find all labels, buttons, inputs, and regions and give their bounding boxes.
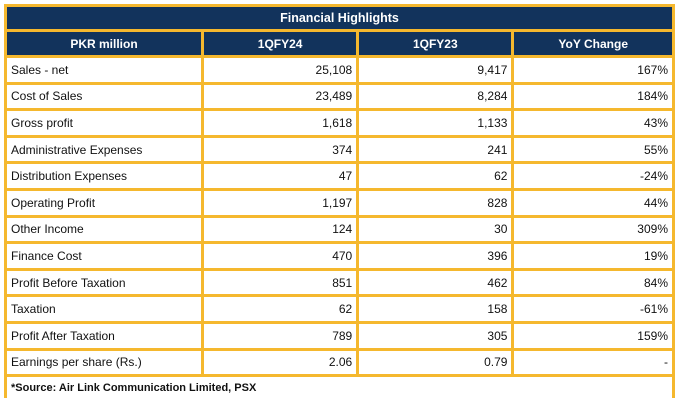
row-label: Profit After Taxation — [7, 323, 202, 348]
value-1qfy24: 374 — [204, 137, 357, 162]
table-row: Profit After Taxation 789 305 159% — [7, 323, 672, 348]
value-yoy-change: 43% — [514, 111, 672, 135]
table-row: Sales - net 25,108 9,417 167% — [7, 58, 672, 82]
row-label: Distribution Expenses — [7, 164, 202, 188]
value-1qfy23: 9,417 — [359, 58, 512, 82]
table-row: Taxation 62 158 -61% — [7, 297, 672, 321]
value-yoy-change: 184% — [514, 84, 672, 109]
financial-highlights-panel: Financial Highlights PKR million 1QFY24 … — [4, 4, 675, 401]
table-title: Financial Highlights — [7, 7, 672, 29]
row-label: Cost of Sales — [7, 84, 202, 109]
value-1qfy24: 23,489 — [204, 84, 357, 109]
value-1qfy23: 462 — [359, 270, 512, 295]
row-label: Finance Cost — [7, 244, 202, 268]
column-header-yoy-change: YoY Change — [514, 32, 672, 55]
value-1qfy23: 62 — [359, 164, 512, 188]
value-1qfy24: 124 — [204, 217, 357, 242]
value-yoy-change: - — [514, 350, 672, 375]
source-note: *Source: Air Link Communication Limited,… — [7, 377, 672, 399]
value-yoy-change: 167% — [514, 58, 672, 82]
value-1qfy24: 851 — [204, 270, 357, 295]
row-label: Other Income — [7, 217, 202, 242]
value-yoy-change: 84% — [514, 270, 672, 295]
row-label: Profit Before Taxation — [7, 270, 202, 295]
value-yoy-change: 19% — [514, 244, 672, 268]
row-label: Taxation — [7, 297, 202, 321]
value-1qfy23: 828 — [359, 190, 512, 215]
value-1qfy24: 1,197 — [204, 190, 357, 215]
table-row: Operating Profit 1,197 828 44% — [7, 190, 672, 215]
value-1qfy23: 305 — [359, 323, 512, 348]
table-row: Other Income 124 30 309% — [7, 217, 672, 242]
column-header-1qfy23: 1QFY23 — [359, 32, 512, 55]
column-header-1qfy24: 1QFY24 — [204, 32, 357, 55]
table-row: Gross profit 1,618 1,133 43% — [7, 111, 672, 135]
value-yoy-change: 309% — [514, 217, 672, 242]
value-yoy-change: 159% — [514, 323, 672, 348]
column-header-unit: PKR million — [7, 32, 202, 55]
value-1qfy24: 470 — [204, 244, 357, 268]
value-1qfy23: 0.79 — [359, 350, 512, 375]
value-1qfy23: 1,133 — [359, 111, 512, 135]
value-1qfy24: 62 — [204, 297, 357, 321]
table-row: Administrative Expenses 374 241 55% — [7, 137, 672, 162]
value-1qfy23: 30 — [359, 217, 512, 242]
table-row: Profit Before Taxation 851 462 84% — [7, 270, 672, 295]
value-1qfy23: 8,284 — [359, 84, 512, 109]
value-1qfy23: 158 — [359, 297, 512, 321]
table-row: Cost of Sales 23,489 8,284 184% — [7, 84, 672, 109]
value-yoy-change: -61% — [514, 297, 672, 321]
value-yoy-change: -24% — [514, 164, 672, 188]
value-1qfy24: 47 — [204, 164, 357, 188]
value-1qfy24: 25,108 — [204, 58, 357, 82]
financial-highlights-table: Financial Highlights PKR million 1QFY24 … — [4, 4, 675, 401]
value-1qfy23: 396 — [359, 244, 512, 268]
row-label: Operating Profit — [7, 190, 202, 215]
table-row: Distribution Expenses 47 62 -24% — [7, 164, 672, 188]
value-yoy-change: 44% — [514, 190, 672, 215]
row-label: Sales - net — [7, 58, 202, 82]
row-label: Gross profit — [7, 111, 202, 135]
value-1qfy23: 241 — [359, 137, 512, 162]
value-yoy-change: 55% — [514, 137, 672, 162]
value-1qfy24: 2.06 — [204, 350, 357, 375]
table-row: Finance Cost 470 396 19% — [7, 244, 672, 268]
row-label: Administrative Expenses — [7, 137, 202, 162]
value-1qfy24: 789 — [204, 323, 357, 348]
table-row: Earnings per share (Rs.) 2.06 0.79- — [7, 350, 672, 375]
value-1qfy24: 1,618 — [204, 111, 357, 135]
row-label: Earnings per share (Rs.) — [7, 350, 202, 375]
